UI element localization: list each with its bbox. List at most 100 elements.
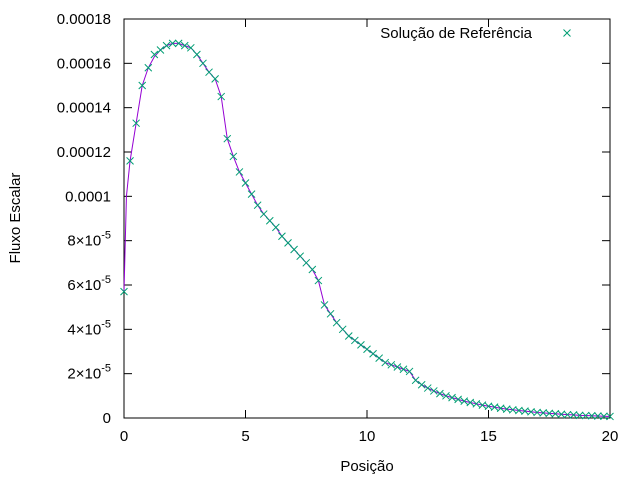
data-point-marker [606,412,614,421]
x-axis-title: Posição [340,458,393,475]
data-point-marker [308,265,317,274]
data-point-marker [369,349,377,358]
y-tick-label: 2×10-5 [67,363,111,383]
data-point-marker [575,411,584,420]
data-point-marker [180,41,189,50]
data-point-marker [132,119,141,128]
data-point-marker [344,332,353,340]
data-point-marker [381,358,390,367]
data-point-marker [168,39,177,48]
y-tick-label: 0.00018 [57,11,111,28]
legend-label: Solução de Referência [380,25,532,42]
y-tick-label: 0.00014 [57,100,111,117]
data-point-marker [448,393,456,402]
series-line [123,42,611,417]
data-point-marker [357,340,365,349]
data-point-marker [557,410,566,419]
data-point-marker [527,407,535,416]
data-point-marker [278,232,286,241]
legend-marker [563,29,571,37]
data-point-marker [442,391,450,400]
data-point-marker [593,412,602,420]
y-tick-label: 4×10-5 [67,318,111,338]
data-point-marker [472,399,481,408]
data-point-marker [533,408,541,417]
data-point-marker [223,134,232,143]
legend: Solução de Referência [380,25,571,42]
data-point-marker [569,411,578,419]
data-point-marker [563,410,572,419]
data-point-marker [144,63,153,72]
data-point-marker [545,409,554,418]
data-point-marker [399,365,408,374]
data-point-marker [363,345,371,354]
y-tick-label: 0.00016 [57,55,111,72]
data-point-marker [150,50,159,59]
data-point-marker [429,387,438,395]
data-point-marker [156,46,165,54]
x-tick-label: 10 [359,428,376,445]
plot-frame [123,18,611,419]
data-point-marker [186,43,195,52]
data-point-marker [460,397,469,406]
data-point-marker [211,74,219,83]
data-point-marker [120,287,128,296]
data-point-marker [320,301,329,309]
data-point-marker [332,318,341,327]
data-point-marker [393,363,402,371]
data-point-marker [478,401,487,409]
data-point-marker [423,384,432,392]
x-tick-label: 5 [241,428,249,445]
y-tick-label: 8×10-5 [67,230,111,250]
data-point-marker [229,152,238,161]
data-point-marker [454,395,462,404]
data-point-marker [265,216,274,225]
data-point-marker [193,50,201,59]
data-point-marker [247,190,256,198]
data-point-marker [272,223,280,232]
data-point-marker [338,325,347,334]
data-point-marker [126,157,134,165]
y-tick-label: 6×10-5 [67,274,111,294]
x-tick-label: 15 [480,428,497,445]
data-point-marker [417,380,426,389]
data-point-marker [253,201,262,210]
data-point-marker [587,411,596,420]
legend-marker-x [563,29,571,37]
data-point-marker [162,41,171,50]
data-point-marker [581,411,590,420]
data-point-marker [466,398,475,407]
data-point-marker [490,403,499,411]
data-point-marker [375,354,384,363]
data-point-marker [284,239,292,247]
data-point-marker [436,389,444,398]
data-point-marker [138,81,147,90]
ticks: 0 5 10 15 20 0 2×10-5 4×10-5 6×10-5 8×10-5 0.0001 0… [57,11,619,445]
y-axis-title: Fluxo Escalar [7,173,24,264]
data-point-marker [199,59,207,68]
data-point-marker [302,258,311,267]
y-tick-label: 0.00012 [57,144,111,161]
x-tick-label: 20 [602,428,619,445]
data-point-marker [521,407,529,415]
data-point-marker [600,412,608,421]
data-point-marker [502,405,511,413]
series-layer [120,39,614,421]
data-point-marker [551,409,560,418]
data-point-marker [326,309,335,318]
data-point-marker [387,360,396,369]
data-point-marker [217,92,226,101]
data-point-marker [411,376,420,385]
x-tick-label: 0 [120,428,128,445]
data-point-marker [350,336,359,345]
data-point-marker [235,168,244,176]
y-tick-label: 0 [103,410,111,427]
y-tick-label: 0.0001 [65,188,111,205]
data-point-marker [174,39,183,48]
data-point-marker [296,252,305,261]
data-point-marker [515,406,523,415]
data-point-marker [241,179,250,187]
data-point-marker [314,276,323,285]
data-point-marker [539,409,548,417]
